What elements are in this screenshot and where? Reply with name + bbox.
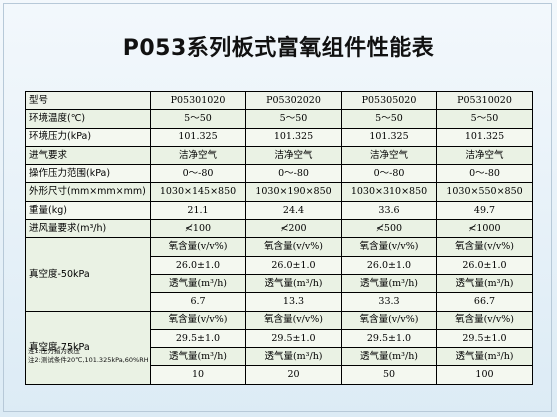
row-label: 环境压力(kPa): [25, 127, 151, 147]
table-cell: 1030×145×850: [150, 182, 246, 202]
table-cell: 氧含量(v/v%): [436, 237, 533, 257]
table-cell: 5～50: [245, 109, 342, 129]
table-cell: 5～50: [436, 109, 533, 129]
table-cell: 101.325: [341, 127, 437, 147]
row-label: 操作压力范围(kPa): [25, 164, 151, 184]
model-cell: P05305020: [341, 90, 437, 111]
table-cell: 氧含量(v/v%): [150, 237, 246, 257]
table-cell: 24.4: [245, 200, 342, 221]
table-cell: ≮1000: [436, 219, 533, 239]
table-header-row: 型号 P05301020 P05302020 P05305020 P053100…: [25, 90, 533, 111]
table-cell: 101.325: [436, 127, 533, 147]
table-cell: 13.3: [245, 292, 342, 312]
table-row: 外形尺寸(mm×mm×mm) 1030×145×850 1030×190×850 10…: [25, 182, 533, 202]
row-label: 进气要求: [25, 145, 151, 166]
table-row: 10 20 50 100: [26, 365, 533, 385]
vacuum-label: 真空度-75kPa: [25, 310, 151, 385]
table-cell: 透气量(m³/h): [436, 347, 533, 367]
table-cell: 1030×190×850: [245, 182, 342, 202]
table-cell: 0～-80: [245, 164, 342, 184]
row-label: 重量(kg): [25, 200, 151, 221]
table-cell: 20: [245, 365, 342, 385]
header-label: 型号: [25, 90, 151, 111]
table-row: 真空度-50kPa 氧含量(v/v%) 氧含量(v/v%) 氧含量(v/v%) 氧含量(…: [25, 237, 533, 312]
table-cell: 透气量(m³/h): [150, 273, 246, 294]
table-cell: 6.7: [150, 292, 246, 312]
table-cell: 氧含量(v/v%): [436, 310, 533, 330]
table-cell: 氧含量(v/v%): [150, 310, 246, 330]
model-cell: P05301020: [150, 90, 246, 111]
table-cell: 101.325: [150, 127, 246, 147]
table-cell: 透气量(m³/h): [150, 347, 246, 367]
table-cell: 氧含量(v/v%): [245, 310, 342, 330]
table-cell: ≮100: [150, 219, 246, 239]
table-cell: 0～-80: [436, 164, 533, 184]
table-cell: 透气量(m³/h): [245, 347, 342, 367]
table-row: 透气量(m³/h) 透气量(m³/h) 透气量(m³/h) 透气量(m³/h): [26, 347, 533, 367]
table-row: 真空度-75kPa 氧含量(v/v%) 氧含量(v/v%) 氧含量(v/v%) 氧含量(…: [25, 310, 533, 385]
table-cell: 5～50: [150, 109, 246, 129]
footnote: 注1:压力指为表压: [28, 347, 80, 355]
vacuum-label: 真空度-50kPa: [25, 237, 151, 312]
table-cell: 氧含量(v/v%): [341, 310, 437, 330]
table-cell: 0～-80: [341, 164, 437, 184]
page-title: P053系列板式富氧组件性能表: [122, 36, 435, 61]
table-cell: 26.0±1.0: [436, 255, 533, 275]
table-cell: 透气量(m³/h): [436, 273, 533, 294]
table-cell: 26.0±1.0: [245, 255, 342, 275]
table-cell: 透气量(m³/h): [245, 273, 342, 294]
table-cell: 29.5±1.0: [436, 328, 533, 349]
table-cell: 洁净空气: [341, 145, 437, 166]
table-row: 进风量要求(m³/h) ≮100 ≮200 ≮500 ≮1000: [25, 219, 533, 239]
table-row: 进气要求 洁净空气 洁净空气 洁净空气 洁净空气: [25, 145, 533, 166]
table-row: 环境压力(kPa) 101.325 101.325 101.325 101.325: [25, 127, 533, 147]
table-cell: 49.7: [436, 200, 533, 221]
table-cell: 洁净空气: [150, 145, 246, 166]
slide-frame: [3, 3, 552, 412]
table-cell: 5～50: [341, 109, 437, 129]
table-cell: 0～-80: [150, 164, 246, 184]
model-cell: P05302020: [245, 90, 342, 111]
table-cell: 1030×550×850: [436, 182, 533, 202]
table-cell: 21.1: [150, 200, 246, 221]
performance-table: 型号 P05301020 P05302020 P05305020 P053100…: [25, 90, 533, 385]
table-cell: 26.0±1.0: [150, 255, 246, 275]
table-row: 环境温度(℃) 5～50 5～50 5～50 5～50: [25, 109, 533, 129]
table-cell: 29.5±1.0: [150, 328, 246, 349]
table-cell: 101.325: [245, 127, 342, 147]
table-cell: 1030×310×850: [341, 182, 437, 202]
row-label: 环境温度(℃): [25, 109, 151, 129]
table-cell: 透气量(m³/h): [341, 347, 437, 367]
table-cell: 33.3: [341, 292, 437, 312]
table-row: 6.7 13.3 33.3 66.7: [26, 292, 533, 312]
footnotes: 注1:压力指为表压 注2:测试条件20℃,101.325kPa,60%RH: [28, 347, 149, 364]
table-cell: ≮200: [245, 219, 342, 239]
table-cell: 50: [341, 365, 437, 385]
table-cell: 洁净空气: [245, 145, 342, 166]
table-cell: 氧含量(v/v%): [245, 237, 342, 257]
table-row: 29.5±1.0 29.5±1.0 29.5±1.0 29.5±1.0: [26, 328, 533, 349]
table-cell: 29.5±1.0: [341, 328, 437, 349]
table-cell: 透气量(m³/h): [341, 273, 437, 294]
table-row: 操作压力范围(kPa) 0～-80 0～-80 0～-80 0～-80: [25, 164, 533, 184]
table-cell: 100: [436, 365, 533, 385]
row-label: 外形尺寸(mm×mm×mm): [25, 182, 151, 202]
table-cell: 33.6: [341, 200, 437, 221]
table-cell: 氧含量(v/v%): [341, 237, 437, 257]
table-cell: 26.0±1.0: [341, 255, 437, 275]
table-cell: ≮500: [341, 219, 437, 239]
row-label: 进风量要求(m³/h): [25, 219, 151, 239]
table-cell: 洁净空气: [436, 145, 533, 166]
model-cell: P05310020: [436, 90, 533, 111]
table-cell: 66.7: [436, 292, 533, 312]
table-cell: 29.5±1.0: [245, 328, 342, 349]
footnote: 注2:测试条件20℃,101.325kPa,60%RH: [28, 355, 149, 364]
table-row: 重量(kg) 21.1 24.4 33.6 49.7: [25, 200, 533, 221]
table-cell: 10: [150, 365, 246, 385]
